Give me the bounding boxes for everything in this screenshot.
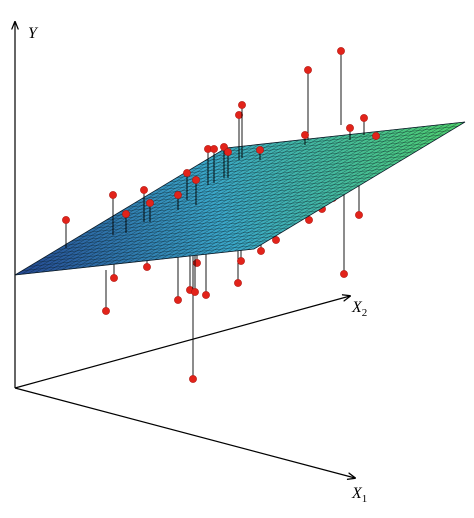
- plane-mesh: [14, 121, 466, 276]
- observation: [224, 148, 232, 156]
- observation: [62, 216, 70, 224]
- observation: [202, 291, 210, 299]
- observation: [189, 375, 197, 383]
- x2-label: X2: [351, 299, 367, 319]
- observation: [193, 259, 201, 267]
- points-above: [62, 47, 380, 248]
- observation: [337, 47, 345, 55]
- observation: [110, 274, 118, 282]
- observation: [237, 257, 245, 265]
- x1-label: X1: [351, 485, 367, 505]
- x1-axis: [14, 387, 355, 478]
- x1-base: X: [351, 485, 363, 502]
- observation: [372, 132, 380, 140]
- regression-plane: [14, 121, 466, 276]
- observation: [174, 296, 182, 304]
- y-label: Y: [28, 25, 39, 42]
- x2-base: X: [351, 299, 363, 316]
- x2-sub: 2: [362, 307, 368, 319]
- axes: [15, 22, 355, 478]
- observation: [192, 176, 200, 184]
- observation: [210, 145, 218, 153]
- observation: [256, 146, 264, 154]
- observation: [191, 288, 199, 296]
- observation: [122, 210, 130, 218]
- observation: [146, 199, 154, 207]
- observation: [238, 101, 246, 109]
- observation: [257, 247, 265, 255]
- observation: [102, 307, 110, 315]
- x2-axis: [14, 296, 350, 389]
- observation: [360, 114, 368, 122]
- observation: [355, 211, 363, 219]
- observation: [109, 191, 117, 199]
- x1-sub: 1: [362, 493, 368, 505]
- observation: [304, 66, 312, 74]
- observation: [140, 186, 148, 194]
- observation: [143, 263, 151, 271]
- observation: [235, 111, 243, 119]
- observation: [272, 236, 280, 244]
- observation: [234, 279, 242, 287]
- observation: [305, 216, 313, 224]
- observation: [183, 169, 191, 177]
- observation: [174, 191, 182, 199]
- observation: [301, 131, 309, 139]
- observation: [340, 270, 348, 278]
- observation: [346, 124, 354, 132]
